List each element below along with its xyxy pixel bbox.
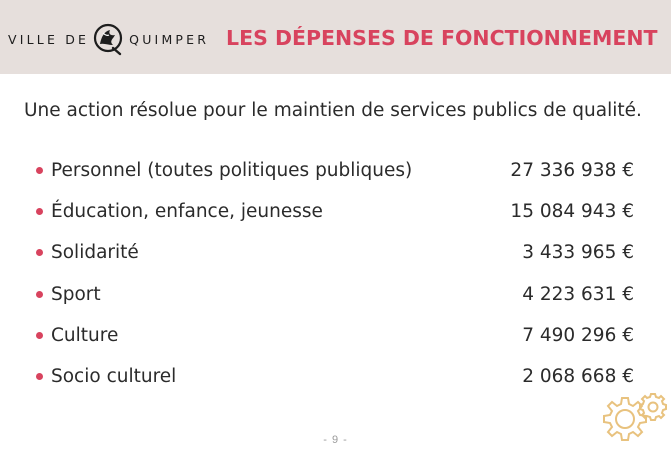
item-label: Personnel (toutes politiques publiques) (51, 160, 413, 182)
item-amount: 7 490 296 € (522, 324, 634, 346)
item-amount: 4 223 631 € (522, 283, 634, 305)
list-item: Personnel (toutes politiques publiques) … (36, 150, 634, 191)
item-amount: 27 336 938 € (510, 160, 634, 182)
item-label: Sport (51, 283, 101, 305)
item-amount: 2 068 668 € (522, 366, 634, 388)
item-label: Socio culturel (51, 366, 177, 388)
header-band: VILLE DE QUIMPER LES DÉPENSES DE FONCTIO… (0, 0, 671, 74)
list-item: Sport 4 223 631 € (36, 274, 634, 315)
gears-icon (603, 393, 667, 441)
bullet-icon (36, 290, 43, 298)
bullet-icon (36, 373, 43, 381)
expense-list: Personnel (toutes politiques publiques) … (36, 150, 634, 397)
list-item: Socio culturel 2 068 668 € (36, 356, 634, 397)
item-label: Solidarité (51, 242, 139, 264)
item-amount: 15 084 943 € (510, 201, 634, 223)
item-amount: 3 433 965 € (522, 242, 634, 264)
bullet-icon (36, 249, 43, 257)
bullet-icon (36, 167, 43, 175)
bullet-icon (36, 208, 43, 216)
intro-text: Une action résolue pour le maintien de s… (24, 100, 642, 121)
list-item: Culture 7 490 296 € (36, 315, 634, 356)
bullet-icon (36, 331, 43, 339)
item-label: Culture (51, 324, 119, 346)
logo-text-right: QUIMPER (129, 31, 210, 47)
list-item: Solidarité 3 433 965 € (36, 232, 634, 273)
list-item: Éducation, enfance, jeunesse 15 084 943 … (36, 191, 634, 232)
quimper-emblem-icon (94, 23, 123, 56)
city-logo: VILLE DE QUIMPER (8, 22, 209, 56)
item-label: Éducation, enfance, jeunesse (51, 201, 323, 223)
page-title: LES DÉPENSES DE FONCTIONNEMENT (226, 26, 658, 50)
page-number: - 9 - (323, 434, 348, 446)
logo-text-left: VILLE DE (8, 31, 90, 47)
